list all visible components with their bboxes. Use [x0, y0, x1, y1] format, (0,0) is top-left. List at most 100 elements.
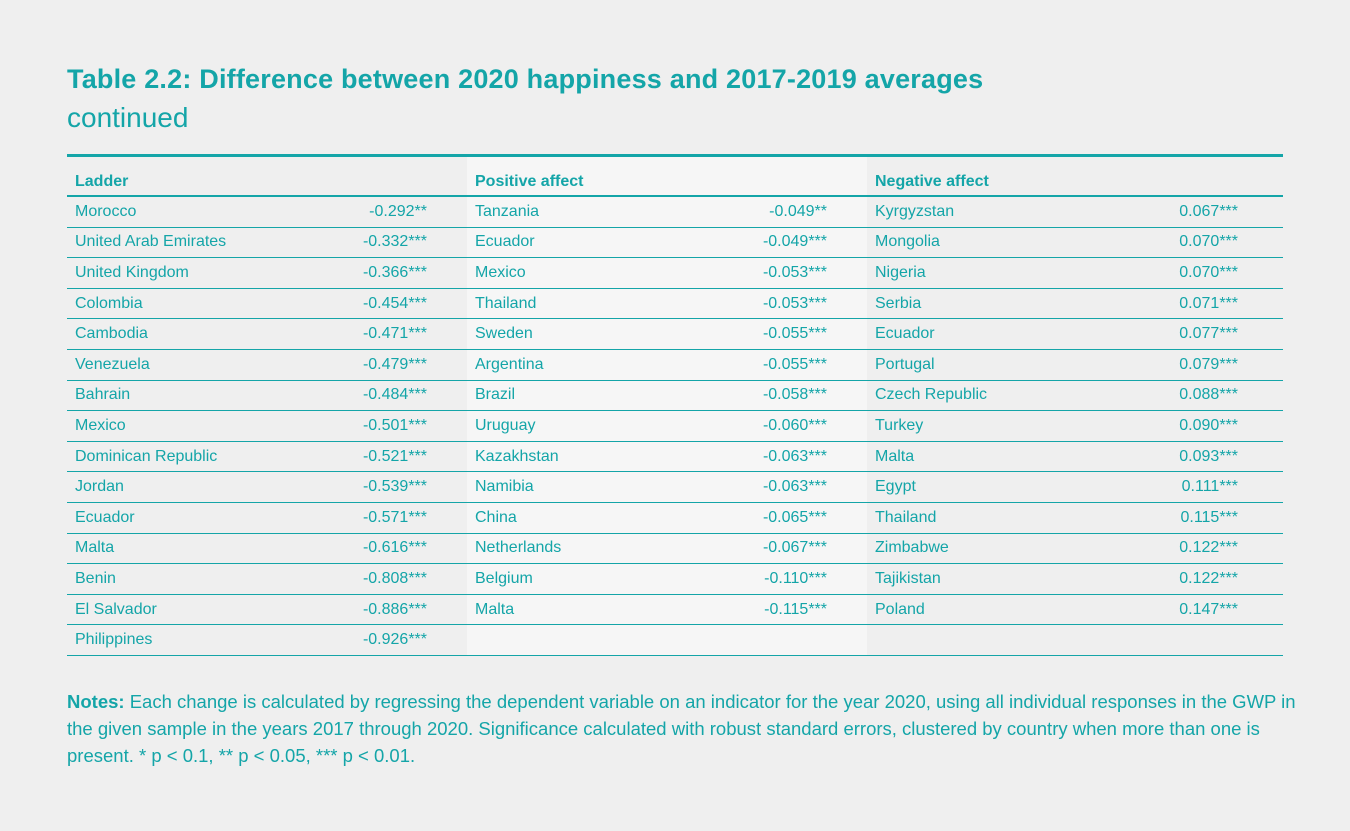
country-name: Benin [75, 569, 116, 587]
country-name: Kazakhstan [475, 447, 559, 465]
country-name: Malta [75, 539, 115, 557]
country-name: Venezuela [75, 355, 150, 373]
table-row: Benin -0.808*** [67, 564, 467, 595]
country-name: Zimbabwe [875, 539, 949, 557]
column-negative-affect: Negative affect Kyrgyzstan 0.067*** Mongoli… [867, 157, 1283, 656]
table-row: Mexico -0.501*** [67, 411, 467, 442]
table-row: Bahrain -0.484*** [67, 381, 467, 412]
change-value: -0.049*** [762, 233, 827, 251]
table-row: Namibia -0.063*** [467, 472, 867, 503]
table-row: Uruguay -0.060*** [467, 411, 867, 442]
table-row: Mongolia 0.070*** [867, 228, 1283, 259]
table-row: Malta -0.115*** [467, 595, 867, 626]
table-row: Kyrgyzstan 0.067*** [867, 197, 1283, 228]
table-row: Tajikistan 0.122*** [867, 564, 1283, 595]
table-row: Thailand -0.053*** [467, 289, 867, 320]
country-name: United Arab Emirates [75, 233, 227, 251]
change-value: 0.093*** [1179, 447, 1238, 465]
table-row: Venezuela -0.479*** [67, 350, 467, 381]
country-name: China [475, 508, 517, 526]
table-row: Belgium -0.110*** [467, 564, 867, 595]
change-value: -0.926*** [362, 631, 427, 649]
country-name: Argentina [475, 355, 544, 373]
country-name: Netherlands [475, 539, 562, 557]
table-row: Nigeria 0.070*** [867, 258, 1283, 289]
notes: Notes: Each change is calculated by regr… [67, 688, 1297, 769]
change-value: 0.090*** [1179, 416, 1238, 434]
table-row: Mexico -0.053*** [467, 258, 867, 289]
country-name: Thailand [475, 294, 537, 312]
column-header: Negative affect [867, 157, 1283, 197]
table-row: Egypt 0.111*** [867, 472, 1283, 503]
country-name: Ecuador [475, 233, 535, 251]
change-value: 0.071*** [1179, 294, 1238, 312]
change-value: 0.147*** [1179, 600, 1238, 618]
country-name: Czech Republic [875, 386, 988, 404]
column-ladder: Ladder Morocco -0.292** United Arab Emirate… [67, 157, 467, 656]
country-name: Egypt [875, 478, 916, 496]
country-name: Mexico [475, 263, 526, 281]
change-value: -0.484*** [362, 386, 427, 404]
country-name: Portugal [875, 355, 935, 373]
country-name: Philippines [75, 631, 153, 649]
table-row: Thailand 0.115*** [867, 503, 1283, 534]
change-value: -0.055*** [762, 325, 827, 343]
table-row: Czech Republic 0.088*** [867, 381, 1283, 412]
country-name: Poland [875, 600, 925, 618]
table-row: Serbia 0.071*** [867, 289, 1283, 320]
table-row: Malta -0.616*** [67, 534, 467, 565]
country-name: Mongolia [875, 233, 940, 251]
change-value: -0.808*** [362, 569, 427, 587]
table-row: Malta 0.093*** [867, 442, 1283, 473]
country-name: Bahrain [75, 386, 131, 404]
table-subtitle: continued [67, 102, 189, 133]
country-name: Brazil [475, 386, 516, 404]
change-value: -0.479*** [362, 355, 427, 373]
country-name: Ecuador [75, 508, 135, 526]
change-value: 0.077*** [1179, 325, 1238, 343]
country-name: Kyrgyzstan [875, 202, 955, 220]
table-row: Colombia -0.454*** [67, 289, 467, 320]
table-row: Argentina -0.055*** [467, 350, 867, 381]
change-value: -0.110*** [764, 569, 827, 587]
change-value: 0.122*** [1179, 569, 1238, 587]
change-value: -0.063*** [762, 478, 827, 496]
country-name: Mexico [75, 416, 126, 434]
table-row: Tanzania -0.049** [467, 197, 867, 228]
country-name: Dominican Republic [75, 447, 218, 465]
change-value: -0.886*** [362, 600, 427, 618]
change-value: -0.539*** [362, 478, 427, 496]
country-name: El Salvador [75, 600, 157, 618]
change-value: -0.065*** [762, 508, 827, 526]
table-row: Ecuador 0.077*** [867, 319, 1283, 350]
results-table: Ladder Morocco -0.292** United Arab Emirate… [67, 154, 1283, 656]
notes-label: Notes: [67, 691, 125, 712]
change-value: -0.060*** [762, 416, 827, 434]
country-name: Serbia [875, 294, 922, 312]
table-row: Zimbabwe 0.122*** [867, 534, 1283, 565]
table-row: Cambodia -0.471*** [67, 319, 467, 350]
country-name: Nigeria [875, 263, 926, 281]
change-value: 0.088*** [1179, 386, 1238, 404]
change-value: -0.521*** [362, 447, 427, 465]
change-value: 0.070*** [1179, 263, 1238, 281]
country-name: United Kingdom [75, 263, 189, 281]
country-name: Tajikistan [875, 569, 941, 587]
country-name: Morocco [75, 202, 137, 220]
country-name: Malta [475, 600, 515, 618]
table-row [867, 625, 1283, 656]
country-name: Ecuador [875, 325, 935, 343]
country-name: Belgium [475, 569, 533, 587]
change-value: -0.067*** [762, 539, 827, 557]
table-row: China -0.065*** [467, 503, 867, 534]
table-row: Netherlands -0.067*** [467, 534, 867, 565]
notes-text: Each change is calculated by regressing … [67, 691, 1296, 766]
table-row: Morocco -0.292** [67, 197, 467, 228]
change-value: -0.055*** [762, 355, 827, 373]
country-name: Sweden [475, 325, 533, 343]
table-row: Jordan -0.539*** [67, 472, 467, 503]
column-header: Positive affect [467, 157, 867, 197]
change-value: 0.079*** [1179, 355, 1238, 373]
country-name: Malta [875, 447, 915, 465]
table-row: Brazil -0.058*** [467, 381, 867, 412]
